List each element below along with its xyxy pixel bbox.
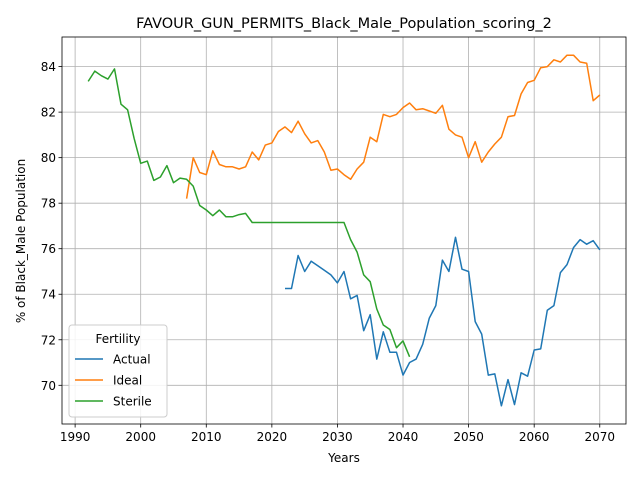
x-tick-label: 2030 bbox=[322, 430, 353, 444]
series-line-ideal bbox=[185, 54, 601, 199]
legend-items: Actual Ideal Sterile bbox=[75, 353, 152, 409]
legend-label-sterile: Sterile bbox=[113, 395, 152, 409]
y-tick-label: 82 bbox=[41, 106, 56, 120]
series-line-actual bbox=[285, 236, 601, 407]
series-lines bbox=[87, 54, 601, 407]
grid-lines bbox=[62, 37, 626, 424]
series-line-sterile bbox=[87, 68, 411, 358]
x-tick-label: 2010 bbox=[191, 430, 222, 444]
chart-title: FAVOUR_GUN_PERMITS_Black_Male_Population… bbox=[136, 16, 552, 32]
y-tick-label: 80 bbox=[41, 151, 56, 165]
y-tick-label: 74 bbox=[41, 288, 56, 302]
y-tick-label: 70 bbox=[41, 379, 56, 393]
x-tick-label: 2060 bbox=[519, 430, 550, 444]
y-tick-label: 72 bbox=[41, 333, 56, 347]
legend-label-actual: Actual bbox=[113, 353, 151, 367]
y-axis-label: % of Black_Male Population bbox=[14, 159, 28, 323]
x-tick-label: 2040 bbox=[388, 430, 419, 444]
y-tick-label: 78 bbox=[41, 197, 56, 211]
legend-title: Fertility bbox=[95, 332, 140, 346]
plot-area-frame bbox=[61, 36, 627, 425]
y-tick-label: 76 bbox=[41, 242, 56, 256]
x-tick-label: 2020 bbox=[257, 430, 288, 444]
x-axis-ticks: 1990 2000 2010 2020 2030 2040 2050 2060 2070 bbox=[60, 424, 615, 444]
x-axis-label: Years bbox=[327, 451, 360, 465]
x-tick-label: 1990 bbox=[60, 430, 91, 444]
y-tick-label: 84 bbox=[41, 60, 56, 74]
legend-label-ideal: Ideal bbox=[113, 374, 142, 388]
x-tick-label: 2070 bbox=[584, 430, 615, 444]
x-tick-label: 2000 bbox=[125, 430, 156, 444]
y-axis-ticks: 70 72 74 76 78 80 82 84 bbox=[41, 60, 62, 393]
x-tick-label: 2050 bbox=[453, 430, 484, 444]
legend-box bbox=[68, 324, 168, 418]
legend: Fertility Actual Ideal Sterile bbox=[68, 324, 168, 418]
